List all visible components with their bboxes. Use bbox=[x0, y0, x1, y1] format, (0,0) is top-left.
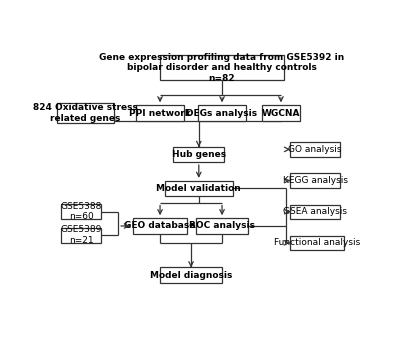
FancyBboxPatch shape bbox=[262, 105, 300, 121]
Text: KEGG analysis: KEGG analysis bbox=[282, 176, 348, 185]
FancyBboxPatch shape bbox=[160, 268, 222, 283]
Text: GSEA analysis: GSEA analysis bbox=[283, 207, 347, 216]
FancyBboxPatch shape bbox=[160, 55, 284, 80]
Text: Model validation: Model validation bbox=[156, 184, 241, 193]
Text: 824 Oxidative stress
related genes: 824 Oxidative stress related genes bbox=[33, 103, 138, 123]
Text: GSE5389
n=21: GSE5389 n=21 bbox=[60, 225, 102, 245]
Text: DEGs analysis: DEGs analysis bbox=[186, 109, 258, 118]
Text: Hub genes: Hub genes bbox=[172, 150, 226, 159]
FancyBboxPatch shape bbox=[173, 147, 224, 162]
FancyBboxPatch shape bbox=[290, 142, 340, 157]
FancyBboxPatch shape bbox=[290, 205, 340, 219]
FancyBboxPatch shape bbox=[61, 204, 101, 219]
Text: Gene expression profiling data from GSE5392 in
bipolar disorder and healthy cont: Gene expression profiling data from GSE5… bbox=[100, 53, 345, 83]
FancyBboxPatch shape bbox=[57, 103, 114, 123]
FancyBboxPatch shape bbox=[136, 105, 184, 121]
Text: ROC analysis: ROC analysis bbox=[189, 221, 255, 231]
Text: PPI network: PPI network bbox=[129, 109, 191, 118]
FancyBboxPatch shape bbox=[198, 105, 246, 121]
Text: WGCNA: WGCNA bbox=[262, 109, 300, 118]
Text: GEO database: GEO database bbox=[124, 221, 196, 231]
Text: Model diagnosis: Model diagnosis bbox=[150, 271, 232, 280]
Text: GSE5388
n=60: GSE5388 n=60 bbox=[60, 202, 102, 221]
FancyBboxPatch shape bbox=[133, 218, 187, 234]
Text: GO analysis: GO analysis bbox=[288, 145, 342, 154]
FancyBboxPatch shape bbox=[290, 174, 340, 188]
FancyBboxPatch shape bbox=[196, 218, 248, 234]
FancyBboxPatch shape bbox=[165, 181, 233, 196]
FancyBboxPatch shape bbox=[61, 227, 101, 243]
FancyBboxPatch shape bbox=[290, 236, 344, 250]
Text: Functional analysis: Functional analysis bbox=[274, 238, 360, 247]
